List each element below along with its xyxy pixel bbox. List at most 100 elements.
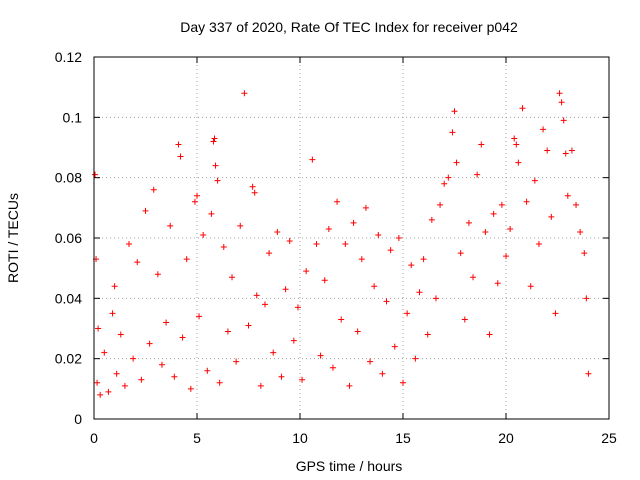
data-point xyxy=(350,219,357,226)
y-axis-label: ROTI / TECUs xyxy=(5,193,21,283)
data-point xyxy=(121,382,128,389)
data-point xyxy=(286,238,293,245)
data-point xyxy=(204,367,211,374)
data-point xyxy=(465,219,472,226)
data-point xyxy=(461,316,468,323)
data-point xyxy=(214,177,221,184)
data-point xyxy=(346,382,353,389)
data-point xyxy=(329,364,336,371)
data-point xyxy=(523,198,530,205)
data-point xyxy=(507,225,514,232)
data-point xyxy=(437,201,444,208)
data-point xyxy=(183,256,190,263)
axis-ticks xyxy=(93,56,610,420)
x-tick-labels: 0 5 10 15 20 25 xyxy=(90,430,617,446)
data-point xyxy=(358,256,365,263)
data-point xyxy=(453,159,460,166)
data-point xyxy=(420,256,427,263)
data-point xyxy=(482,228,489,235)
data-point xyxy=(220,244,227,251)
data-point xyxy=(187,385,194,392)
y-tick-label: 0.08 xyxy=(55,170,82,186)
y-tick-label: 0 xyxy=(74,411,82,427)
data-point xyxy=(317,352,324,359)
data-point xyxy=(404,310,411,317)
data-point xyxy=(245,322,252,329)
data-point xyxy=(105,388,112,395)
data-point xyxy=(494,280,501,287)
data-point xyxy=(486,331,493,338)
data-point xyxy=(266,250,273,257)
data-point xyxy=(113,370,120,377)
data-point xyxy=(142,207,149,214)
data-point xyxy=(274,228,281,235)
data-point xyxy=(367,358,374,365)
y-tick-label: 0.06 xyxy=(55,230,82,246)
data-point xyxy=(540,126,547,133)
data-point xyxy=(470,274,477,281)
data-point xyxy=(154,271,161,278)
data-point xyxy=(498,201,505,208)
data-point xyxy=(451,108,458,115)
data-point xyxy=(210,138,217,145)
data-point xyxy=(200,231,207,238)
data-point xyxy=(577,228,584,235)
data-point xyxy=(211,135,218,142)
data-point xyxy=(519,105,526,112)
data-point xyxy=(558,99,565,106)
data-point xyxy=(95,325,102,332)
data-point xyxy=(511,135,518,142)
x-tick-label: 15 xyxy=(395,430,411,446)
data-point xyxy=(474,171,481,178)
data-point xyxy=(163,319,170,326)
data-point xyxy=(194,192,200,199)
data-point xyxy=(146,340,153,347)
data-point xyxy=(581,250,588,257)
y-tick-label: 0.12 xyxy=(55,49,82,65)
data-point xyxy=(175,141,182,148)
data-point xyxy=(229,274,236,281)
data-point xyxy=(531,177,538,184)
data-point xyxy=(544,147,551,154)
data-point xyxy=(556,90,563,97)
data-point xyxy=(171,373,178,380)
x-tick-label: 25 xyxy=(601,430,617,446)
data-point xyxy=(94,379,101,386)
y-tick-label: 0.1 xyxy=(63,109,83,125)
data-point xyxy=(191,198,198,205)
data-point xyxy=(379,370,386,377)
data-point xyxy=(535,241,542,248)
y-tick-label: 0.02 xyxy=(55,351,82,367)
data-point xyxy=(445,174,452,181)
data-point xyxy=(130,355,137,362)
data-point xyxy=(233,358,240,365)
data-point xyxy=(134,259,141,266)
data-point xyxy=(257,382,264,389)
data-point xyxy=(101,349,108,356)
data-point xyxy=(334,198,341,205)
data-point xyxy=(478,141,485,148)
data-point xyxy=(527,283,534,290)
data-point xyxy=(548,213,555,220)
data-point xyxy=(282,286,289,293)
data-point xyxy=(303,268,310,275)
data-point xyxy=(408,262,415,269)
data-point xyxy=(237,222,244,229)
data-point xyxy=(412,355,419,362)
chart-title: Day 337 of 2020, Rate Of TEC Index for r… xyxy=(180,19,518,35)
data-point xyxy=(387,247,394,254)
data-point xyxy=(212,162,219,169)
data-point xyxy=(560,117,567,124)
data-point xyxy=(196,313,203,320)
data-point xyxy=(490,210,497,217)
data-point xyxy=(416,289,423,296)
data-point xyxy=(253,292,260,299)
data-point xyxy=(441,180,448,187)
data-point xyxy=(216,379,223,386)
data-point xyxy=(313,241,320,248)
data-point xyxy=(391,343,398,350)
data-point xyxy=(552,310,559,317)
data-point xyxy=(568,147,575,154)
data-point xyxy=(428,216,435,223)
